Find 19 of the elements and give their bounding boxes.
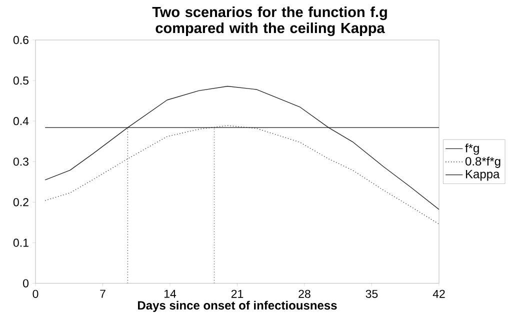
y-tick-label: 0.2 [13,198,28,206]
legend-label: f*g [465,144,479,155]
x-tick-label: 7 [100,290,106,298]
x-tick-label: 35 [366,290,378,298]
y-tick-label: 0.6 [13,36,28,44]
y-tick-label: 0.4 [13,117,29,126]
chart-title: Two scenarios for the function f.g compared with the ceiling Kappa [152,6,387,36]
x-tick-label: 14 [164,290,176,298]
x-tick-label: 0 [32,290,38,298]
y-tick-label: 0 [23,279,29,288]
x-tick-label: 28 [298,290,310,298]
legend-label: Kappa [466,170,500,181]
y-tick-label: 0.1 [13,238,28,247]
y-tick-label: 0.5 [13,76,28,85]
x-tick-label: 42 [432,290,445,298]
y-tick-label: 0.3 [13,158,28,166]
x-tick-label: 21 [231,290,244,298]
x-axis-title: Days since onset of infectiousness [138,300,337,312]
legend-label: 0.8*f*g [465,156,500,168]
